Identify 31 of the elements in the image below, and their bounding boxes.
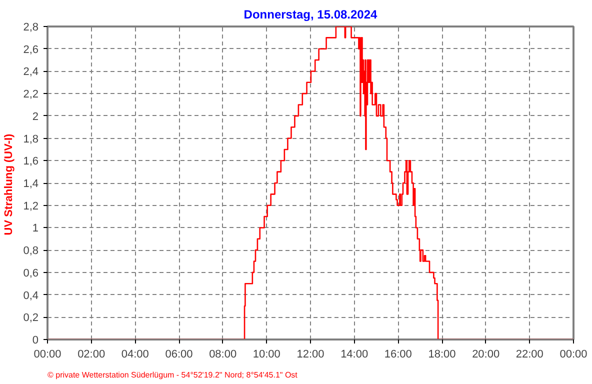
y-tick-label: 0 — [32, 334, 39, 346]
y-tick-label: 1,6 — [23, 156, 39, 168]
x-tick-label: 04:00 — [121, 348, 149, 360]
x-tick-label: 00:00 — [34, 348, 62, 360]
x-tick-label: 16:00 — [384, 348, 412, 360]
y-tick-label: 2,8 — [23, 22, 39, 34]
x-tick-label: 22:00 — [516, 348, 544, 360]
x-tick-label: 18:00 — [428, 348, 456, 360]
y-tick-label: 1,2 — [23, 200, 39, 212]
text: © private Wetterstation Süderlügum - 54°52'19.2" Nord; 8°54'45.1" Ost — [48, 370, 298, 380]
y-tick-label: 0,6 — [23, 267, 39, 280]
y-tick-label: 2 — [32, 110, 39, 123]
x-tick-label: 10:00 — [252, 348, 280, 360]
y-tick-label: 0,8 — [23, 245, 39, 258]
y-tick-label: 2,4 — [23, 66, 39, 78]
y-tick-label: 1 — [32, 222, 39, 235]
x-tick-label: 20:00 — [472, 348, 500, 360]
y-tick-label: 0,4 — [23, 290, 39, 302]
x-tick-label: 08:00 — [209, 348, 237, 360]
y-tick-label: 1,4 — [23, 178, 39, 190]
y-tick-label: 2,6 — [23, 44, 39, 56]
y-tick-label: 1,8 — [23, 133, 39, 146]
x-tick-label: 06:00 — [165, 348, 193, 360]
y-tick-label: 0,2 — [23, 312, 39, 324]
x-tick-label: 14:00 — [340, 348, 368, 360]
x-tick-label: 02:00 — [78, 348, 106, 360]
x-tick-label: 00:00 — [560, 348, 588, 360]
y-tick-label: 2,2 — [23, 88, 39, 101]
chart-title: Donnerstag, 15.08.2024 — [244, 8, 378, 22]
y-axis-title: UV Strahlung (UV-I) — [3, 133, 16, 236]
x-tick-label: 12:00 — [296, 348, 324, 360]
